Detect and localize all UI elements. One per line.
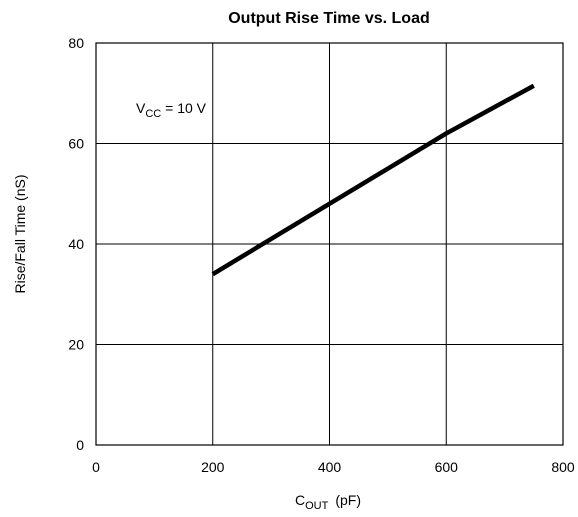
x-tick-label: 0 [92, 459, 100, 475]
y-tick-label: 60 [68, 136, 84, 152]
x-axis-label: COUT (pF) [295, 492, 361, 512]
vcc-annotation-sub: CC [145, 108, 161, 120]
series-layer [213, 86, 534, 274]
x-tick-label: 600 [435, 459, 459, 475]
x-tick-label: 800 [551, 459, 575, 475]
x-axis-label-sub: OUT [305, 500, 329, 512]
y-tick-label: 0 [76, 437, 84, 453]
chart-title: Output Rise Time vs. Load [228, 10, 430, 27]
x-tick-label: 400 [318, 459, 342, 475]
rise-time-series-line [213, 86, 534, 274]
vcc-annotation-rest: = 10 V [161, 100, 206, 116]
y-tick-label: 20 [68, 337, 84, 353]
y-axis-label: Rise/Fall Time (nS) [12, 174, 28, 293]
vcc-annotation: VCC = 10 V [136, 100, 207, 120]
x-axis-label-main: C [295, 492, 305, 508]
y-tick-label: 80 [68, 35, 84, 51]
x-axis-label-unit: (pF) [335, 492, 361, 508]
x-tick-label: 200 [201, 459, 225, 475]
y-tick-label: 40 [68, 236, 84, 252]
